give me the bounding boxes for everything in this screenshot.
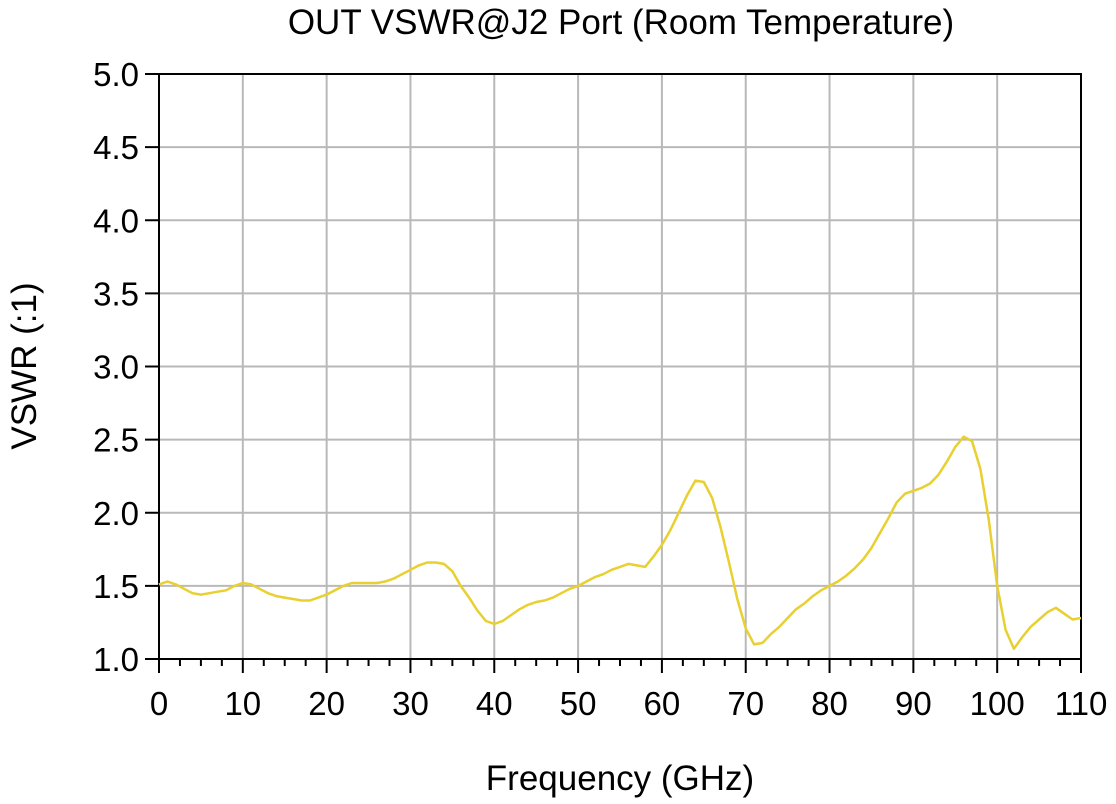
y-tick-label: 1.5 bbox=[93, 568, 139, 605]
x-tick-label: 60 bbox=[644, 685, 681, 722]
y-tick-label: 4.0 bbox=[93, 202, 139, 239]
y-tick-label: 3.0 bbox=[93, 349, 139, 386]
y-tick-label: 2.5 bbox=[93, 422, 139, 459]
x-tick-label: 90 bbox=[895, 685, 932, 722]
axis-ticks bbox=[145, 73, 1082, 673]
x-tick-label: 70 bbox=[727, 685, 764, 722]
x-tick-label: 30 bbox=[392, 685, 429, 722]
y-tick-label: 1.0 bbox=[93, 641, 139, 678]
x-tick-label: 50 bbox=[560, 685, 597, 722]
plot-area-frame bbox=[158, 73, 1082, 660]
x-tick-label: 40 bbox=[476, 685, 513, 722]
data-series bbox=[158, 435, 1082, 651]
y-tick-label: 3.5 bbox=[93, 275, 139, 312]
y-tick-label: 2.0 bbox=[93, 495, 139, 532]
grid-lines bbox=[158, 73, 1082, 660]
y-axis-tick-labels: 1.0 1.5 2.0 2.5 3.0 3.5 4.0 4.5 5.0 bbox=[93, 56, 139, 678]
x-tick-label: 110 bbox=[1055, 685, 1108, 722]
x-tick-label: 0 bbox=[150, 685, 168, 722]
x-axis-label: Frequency (GHz) bbox=[486, 759, 754, 798]
x-tick-label: 100 bbox=[970, 685, 1025, 722]
x-tick-label: 10 bbox=[224, 685, 261, 722]
chart-title: OUT VSWR@J2 Port (Room Temperature) bbox=[288, 3, 954, 42]
y-axis-label: VSWR (:1) bbox=[5, 282, 44, 449]
vswr-series-line bbox=[158, 435, 1082, 651]
y-tick-label: 5.0 bbox=[93, 56, 139, 93]
x-tick-label: 80 bbox=[811, 685, 848, 722]
x-tick-label: 20 bbox=[308, 685, 345, 722]
x-axis-tick-labels: 0 10 20 30 40 50 60 70 80 90 100 110 bbox=[150, 685, 1107, 722]
y-tick-label: 4.5 bbox=[93, 129, 139, 166]
